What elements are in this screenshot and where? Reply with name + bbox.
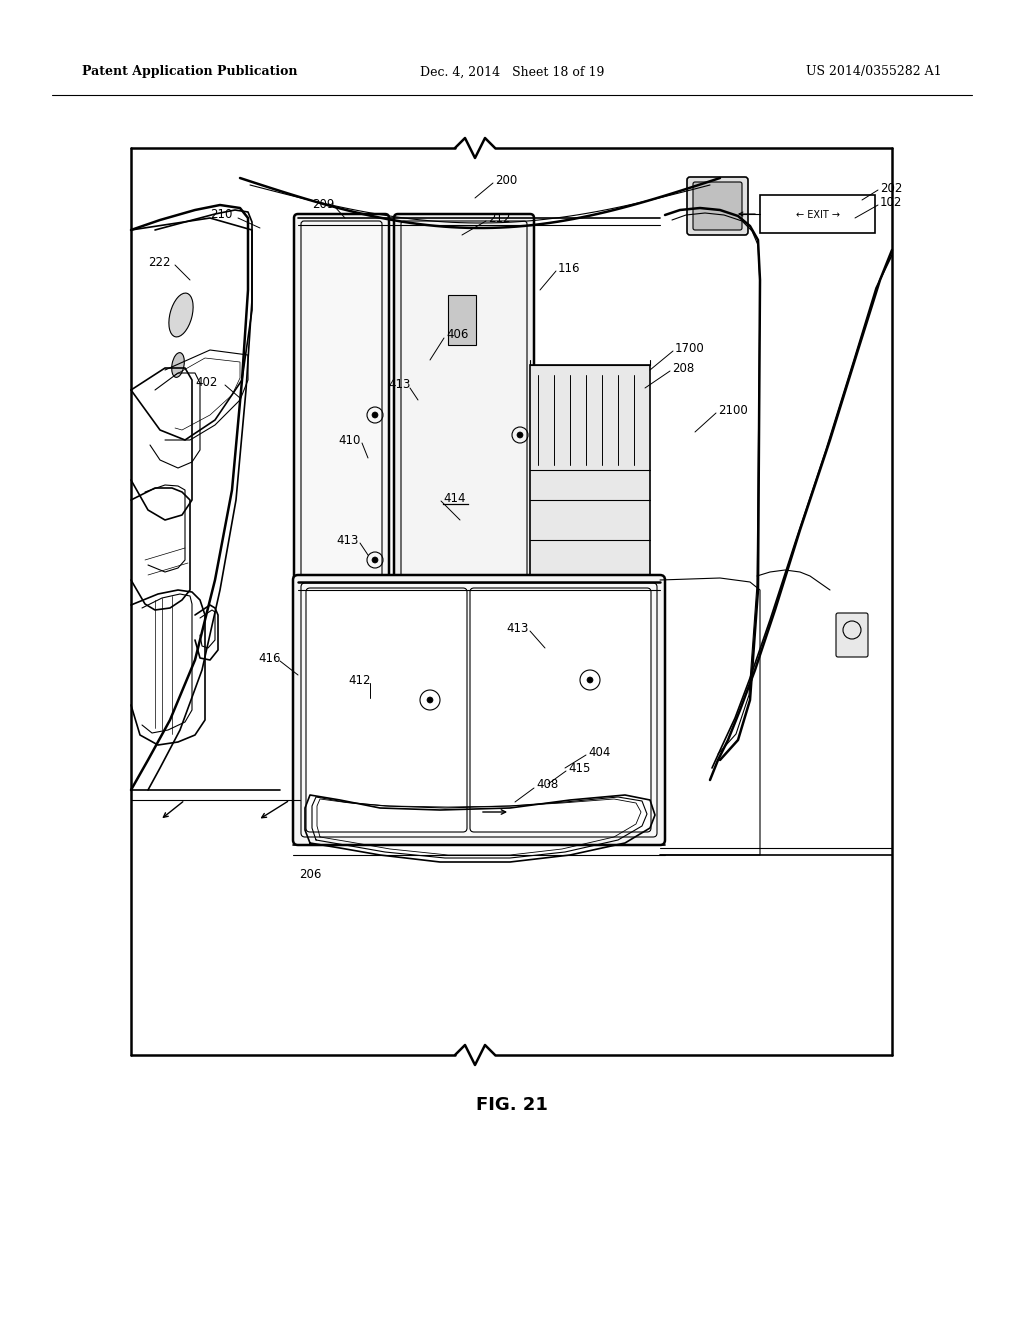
Text: US 2014/0355282 A1: US 2014/0355282 A1 bbox=[806, 66, 942, 78]
Circle shape bbox=[587, 677, 593, 682]
Circle shape bbox=[372, 412, 378, 418]
Text: 210: 210 bbox=[210, 209, 232, 222]
Circle shape bbox=[427, 697, 433, 704]
Text: 222: 222 bbox=[148, 256, 171, 268]
Text: 414: 414 bbox=[443, 491, 466, 504]
Text: ← EXIT →: ← EXIT → bbox=[796, 210, 840, 220]
FancyBboxPatch shape bbox=[394, 214, 534, 583]
Ellipse shape bbox=[172, 352, 184, 378]
Text: 208: 208 bbox=[672, 362, 694, 375]
Bar bbox=[760, 195, 874, 234]
Circle shape bbox=[372, 557, 378, 564]
FancyBboxPatch shape bbox=[470, 587, 651, 832]
FancyBboxPatch shape bbox=[401, 220, 527, 577]
Text: Patent Application Publication: Patent Application Publication bbox=[82, 66, 298, 78]
Text: 200: 200 bbox=[495, 173, 517, 186]
Text: 412: 412 bbox=[348, 673, 371, 686]
Bar bbox=[530, 366, 650, 576]
FancyBboxPatch shape bbox=[294, 214, 389, 843]
Text: 116: 116 bbox=[558, 261, 581, 275]
Text: 413: 413 bbox=[388, 379, 411, 392]
Text: 404: 404 bbox=[588, 746, 610, 759]
FancyBboxPatch shape bbox=[693, 182, 742, 230]
Circle shape bbox=[517, 432, 523, 438]
Text: 416: 416 bbox=[258, 652, 281, 664]
Text: 102: 102 bbox=[880, 195, 902, 209]
Text: 413: 413 bbox=[336, 533, 358, 546]
Text: 413: 413 bbox=[506, 622, 528, 635]
FancyBboxPatch shape bbox=[293, 576, 665, 845]
Text: 206: 206 bbox=[299, 869, 322, 882]
FancyBboxPatch shape bbox=[836, 612, 868, 657]
Text: 202: 202 bbox=[880, 181, 902, 194]
Text: 410: 410 bbox=[338, 433, 360, 446]
Text: 209: 209 bbox=[312, 198, 335, 210]
FancyBboxPatch shape bbox=[301, 583, 657, 837]
Text: Dec. 4, 2014   Sheet 18 of 19: Dec. 4, 2014 Sheet 18 of 19 bbox=[420, 66, 604, 78]
Text: 406: 406 bbox=[446, 329, 468, 342]
Text: 415: 415 bbox=[568, 762, 591, 775]
Text: 2100: 2100 bbox=[718, 404, 748, 417]
Ellipse shape bbox=[169, 293, 194, 337]
Text: 402: 402 bbox=[195, 375, 217, 388]
Text: 408: 408 bbox=[536, 779, 558, 792]
FancyBboxPatch shape bbox=[301, 220, 382, 837]
Bar bbox=[449, 294, 476, 345]
FancyBboxPatch shape bbox=[306, 587, 467, 832]
FancyBboxPatch shape bbox=[687, 177, 748, 235]
Text: FIG. 21: FIG. 21 bbox=[476, 1096, 548, 1114]
Text: 1700: 1700 bbox=[675, 342, 705, 355]
Text: 212: 212 bbox=[488, 211, 511, 224]
